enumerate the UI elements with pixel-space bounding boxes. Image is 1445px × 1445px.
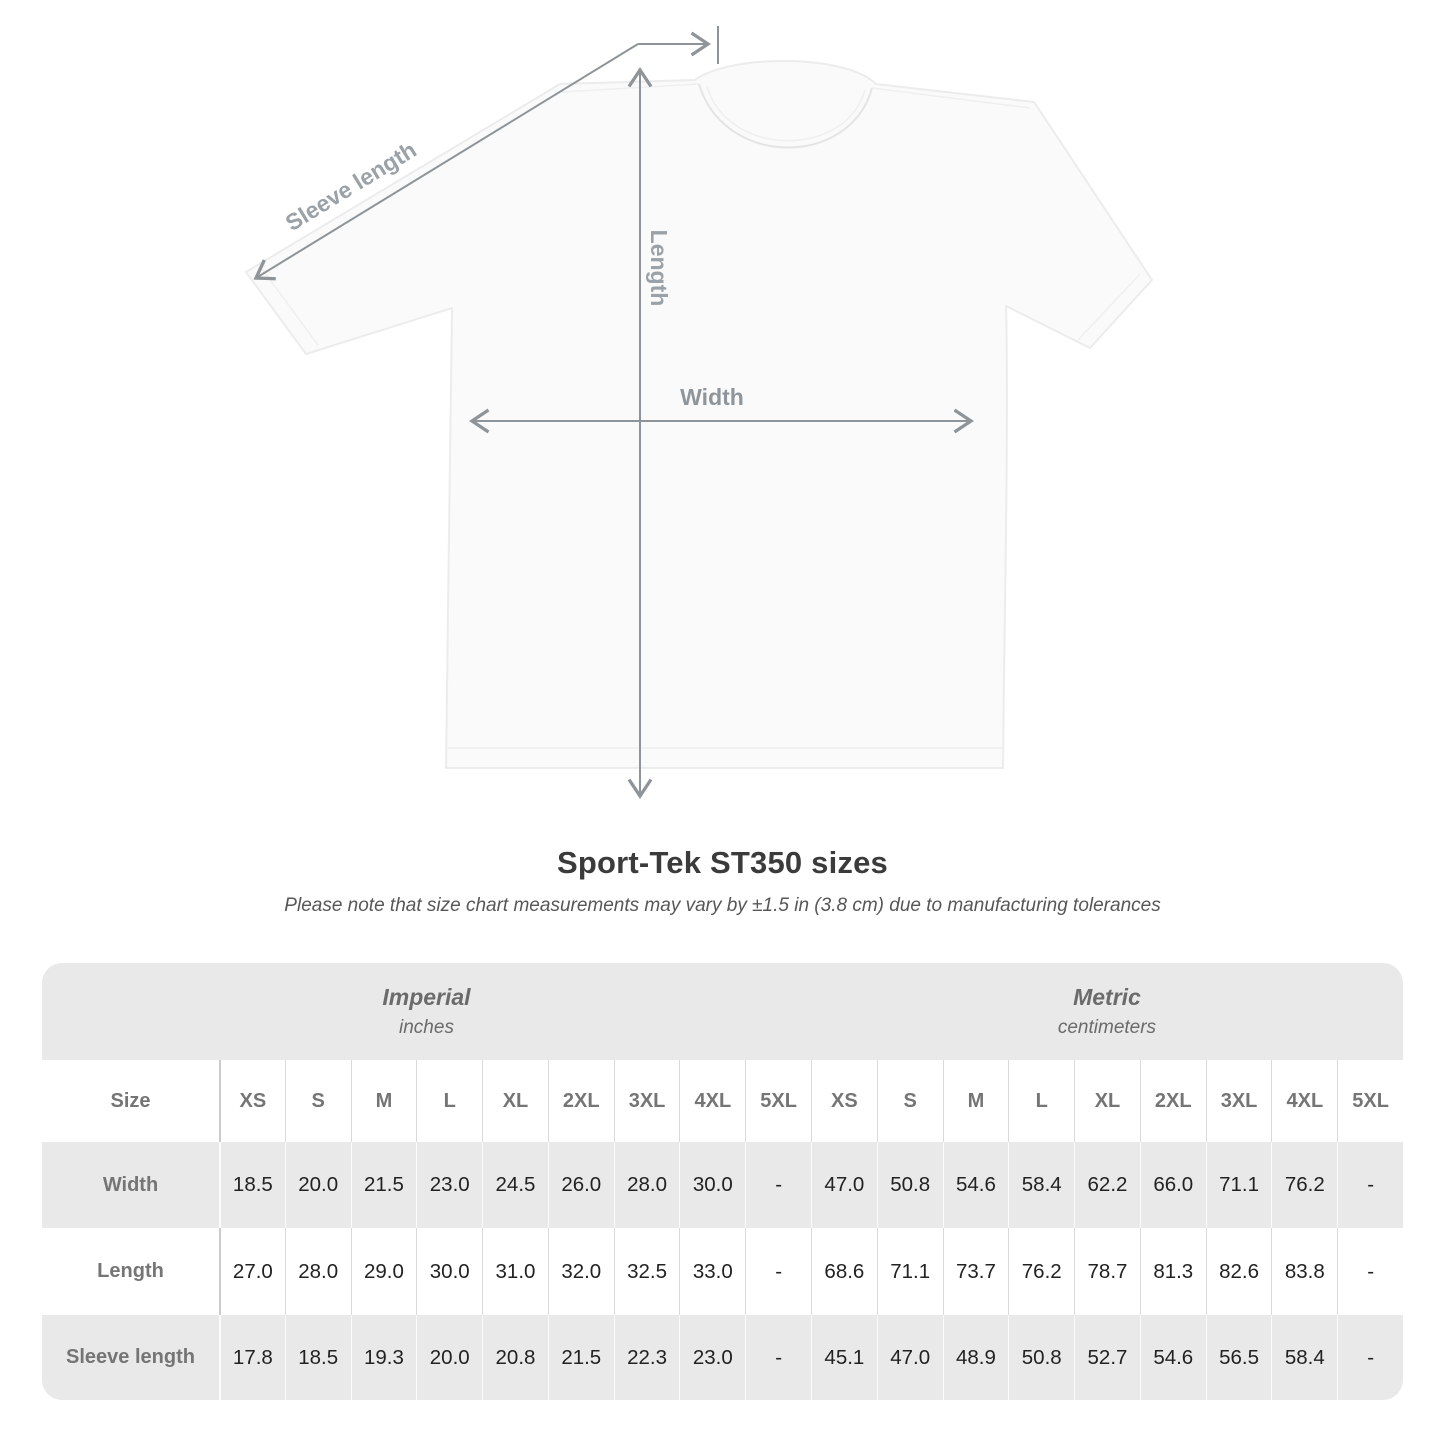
imperial-value: - [745, 1315, 811, 1400]
imperial-value: 19.3 [350, 1315, 417, 1400]
metric-value: 47.0 [876, 1315, 943, 1400]
metric-value: 54.6 [1139, 1315, 1206, 1400]
size-header: 5XL [745, 1060, 811, 1142]
imperial-value: 32.0 [547, 1228, 614, 1315]
imperial-value: 33.0 [679, 1228, 745, 1315]
size-header: 3XL [1205, 1060, 1272, 1142]
size-header: 4XL [1271, 1060, 1337, 1142]
size-header: S [284, 1060, 351, 1142]
metric-value: 71.1 [1205, 1142, 1272, 1228]
size-header: 2XL [1139, 1060, 1206, 1142]
imperial-value: - [745, 1228, 811, 1315]
size-header: XS [219, 1060, 285, 1142]
measurement-label: Width [102, 1173, 159, 1196]
imperial-value: 31.0 [482, 1228, 548, 1315]
metric-value: 45.1 [811, 1315, 877, 1400]
size-header: L [416, 1060, 482, 1142]
metric-value: 68.6 [811, 1228, 877, 1315]
imperial-value: 20.0 [284, 1142, 351, 1228]
imperial-value: 23.0 [679, 1315, 745, 1400]
metric-value: 62.2 [1074, 1142, 1140, 1228]
measurement-row: Sleeve length 17.8 18.5 19.3 20.0 20.8 21.5 22.… [42, 1315, 1403, 1400]
size-header: 3XL [613, 1060, 680, 1142]
size-header: 2XL [547, 1060, 614, 1142]
metric-header-cell: Metric centimeters [811, 963, 1403, 1060]
imperial-value: 21.5 [547, 1315, 614, 1400]
metric-value: 52.7 [1074, 1315, 1140, 1400]
imperial-value: 28.0 [613, 1142, 680, 1228]
imperial-label: Imperial [382, 984, 471, 1010]
imperial-value: 23.0 [416, 1142, 482, 1228]
imperial-units: inches [399, 1017, 454, 1038]
imperial-value: 18.5 [219, 1142, 285, 1228]
imperial-value: 17.8 [219, 1315, 285, 1400]
width-label: Width [680, 384, 744, 410]
imperial-value: 30.0 [416, 1228, 482, 1315]
imperial-value: 28.0 [284, 1228, 351, 1315]
tshirt-measurement-diagram: Sleeve length Length Width [245, 26, 1153, 799]
metric-value: 48.9 [942, 1315, 1009, 1400]
metric-value: 58.4 [1271, 1315, 1337, 1400]
tolerance-note: Please note that size chart measurements… [284, 895, 1161, 916]
metric-value: 47.0 [811, 1142, 877, 1228]
metric-value: 78.7 [1074, 1228, 1140, 1315]
metric-value: 81.3 [1139, 1228, 1206, 1315]
metric-value: 73.7 [942, 1228, 1009, 1315]
measurement-label: Length [97, 1260, 164, 1282]
metric-value: 76.2 [1008, 1228, 1074, 1315]
metric-value: 83.8 [1271, 1228, 1337, 1315]
size-header: L [1008, 1060, 1074, 1142]
metric-value: 50.8 [876, 1142, 943, 1228]
metric-units: centimeters [1057, 1017, 1157, 1038]
unit-header-row: Imperial inches Metric centimeters [42, 963, 1403, 1060]
measurement-row: Width 18.5 20.0 21.5 23.0 24.5 26.0 28.0 30.0-47… [42, 1142, 1403, 1228]
metric-value: 71.1 [876, 1228, 943, 1315]
imperial-value: - [745, 1142, 811, 1228]
page-title: Sport-Tek ST350 sizes [557, 845, 888, 880]
size-header: XL [1074, 1060, 1140, 1142]
size-header: XS [811, 1060, 877, 1142]
imperial-value: 30.0 [679, 1142, 745, 1228]
title-block: Sport-Tek ST350 sizes Please note that s… [0, 845, 1445, 917]
metric-value: 76.2 [1271, 1142, 1337, 1228]
size-header: XL [482, 1060, 548, 1142]
metric-value: - [1337, 1228, 1403, 1315]
size-column-header: Size [110, 1089, 151, 1112]
imperial-value: 22.3 [613, 1315, 680, 1400]
measurement-row: Length 27.0 28.0 29.0 30.0 31.0 32.0 32.5 33.0-6… [42, 1228, 1403, 1315]
metric-value: - [1337, 1315, 1403, 1400]
metric-value: 82.6 [1205, 1228, 1272, 1315]
imperial-value: 20.0 [416, 1315, 482, 1400]
metric-value: 58.4 [1008, 1142, 1074, 1228]
measurement-label: Sleeve length [66, 1346, 195, 1368]
imperial-value: 21.5 [350, 1142, 417, 1228]
size-header: M [942, 1060, 1009, 1142]
size-header: M [350, 1060, 417, 1142]
imperial-header-cell: Imperial inches [42, 963, 811, 1060]
imperial-value: 27.0 [219, 1228, 285, 1315]
metric-value: 56.5 [1205, 1315, 1272, 1400]
metric-value: - [1337, 1142, 1403, 1228]
sleeve-length-arrow [253, 43, 639, 281]
imperial-value: 26.0 [547, 1142, 614, 1228]
imperial-value: 20.8 [482, 1315, 548, 1400]
metric-value: 66.0 [1139, 1142, 1206, 1228]
size-header: 4XL [679, 1060, 745, 1142]
length-label: Length [646, 230, 672, 307]
metric-value: 54.6 [942, 1142, 1009, 1228]
size-table: Imperial inches Metric centimeters Size X… [42, 963, 1403, 1400]
imperial-value: 24.5 [482, 1142, 548, 1228]
imperial-value: 18.5 [284, 1315, 351, 1400]
size-header: S [876, 1060, 943, 1142]
metric-label: Metric [1073, 984, 1141, 1010]
size-header-row: Size XS S M L XL 2XL 3XL 4XL 5XL XS S M L XL 2XL 3XL 4XL 5… [42, 1060, 1403, 1142]
imperial-value: 29.0 [350, 1228, 417, 1315]
size-header: 5XL [1337, 1060, 1403, 1142]
metric-value: 50.8 [1008, 1315, 1074, 1400]
imperial-value: 32.5 [613, 1228, 680, 1315]
